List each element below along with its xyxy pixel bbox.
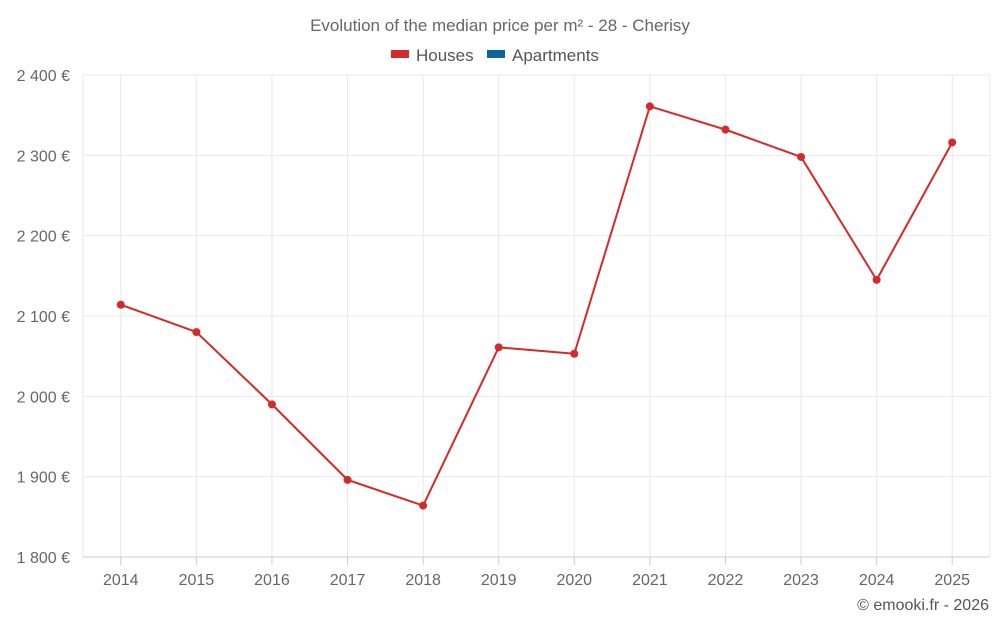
y-tick-label: 2 200 € [17,229,70,246]
legend-swatch-apartments[interactable] [487,50,505,58]
y-tick-label: 2 100 € [17,309,70,326]
x-gridlines [82,75,991,557]
y-tick-label: 2 300 € [17,148,70,165]
x-tick-label: 2023 [783,572,819,589]
series-line-houses [120,105,954,507]
legend-label-apartments[interactable]: Apartments [512,46,599,65]
data-point[interactable] [419,501,428,510]
data-point[interactable] [570,349,579,358]
x-tick-label: 2024 [859,572,895,589]
x-tick-label: 2018 [405,572,441,589]
x-tick-label: 2014 [103,572,139,589]
x-axis-ticks: 2014 2015 2016 2017 2018 2019 2020 2021 2022 2023… [103,557,970,589]
y-axis-ticks: 1 800 € 1 900 € 2 000 € 2 100 € 2 200 € 2 300… [17,68,70,567]
data-point[interactable] [948,138,957,147]
x-tick-label: 2025 [934,572,970,589]
x-tick-label: 2020 [556,572,592,589]
data-point[interactable] [494,343,503,352]
data-point[interactable] [721,125,730,134]
data-point[interactable] [645,102,654,111]
x-tick-label: 2021 [632,572,668,589]
x-tick-label: 2016 [254,572,290,589]
y-tick-label: 1 800 € [17,550,70,567]
y-tick-label: 2 000 € [17,389,70,406]
y-gridlines [83,74,990,478]
y-tick-label: 1 900 € [17,470,70,487]
legend: Houses Apartments [391,46,599,65]
series-houses [116,102,957,510]
legend-label-houses[interactable]: Houses [416,46,474,65]
x-tick-label: 2017 [330,572,366,589]
data-point[interactable] [872,275,881,284]
x-tick-label: 2022 [708,572,744,589]
data-point[interactable] [192,328,201,337]
x-tick-label: 2015 [179,572,215,589]
data-point[interactable] [797,152,806,161]
data-point[interactable] [343,475,352,484]
chart-title: Evolution of the median price per m² - 2… [310,16,690,35]
data-point[interactable] [116,300,125,309]
data-point[interactable] [267,400,276,409]
legend-swatch-houses[interactable] [391,50,409,58]
copyright-footer: © emooki.fr - 2026 [857,597,989,614]
y-tick-label: 2 400 € [17,68,70,85]
x-tick-label: 2019 [481,572,517,589]
